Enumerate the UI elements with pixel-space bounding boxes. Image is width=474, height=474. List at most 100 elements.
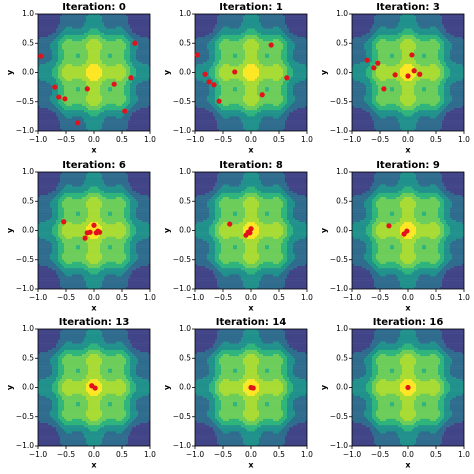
y-tick-label: 1.0: [22, 167, 34, 176]
x-tick-label: 1.0: [458, 450, 470, 459]
x-tick-label: −1.0: [186, 135, 204, 144]
x-axis-label: x: [405, 146, 411, 155]
x-tick-label: 0.0: [402, 135, 414, 144]
chart-title: Iteration: 14: [216, 317, 287, 328]
y-tick-label: −1.0: [330, 441, 348, 450]
point: [259, 92, 265, 98]
point: [75, 120, 81, 126]
x-axis-label: x: [91, 304, 97, 313]
y-axis-label: y: [320, 69, 329, 75]
point: [405, 384, 411, 391]
point: [227, 221, 233, 227]
x-axis-label: x: [91, 146, 97, 155]
point: [232, 69, 238, 75]
y-tick-label: −0.5: [173, 412, 191, 421]
contour-background: [38, 14, 150, 131]
x-axis-label: x: [248, 461, 254, 470]
point: [97, 229, 103, 235]
point: [84, 230, 90, 236]
x-tick-label: 1.0: [301, 135, 313, 144]
y-tick-label: −1.0: [330, 284, 348, 293]
x-tick-label: 1.0: [144, 293, 156, 302]
x-axis-label: x: [405, 304, 411, 313]
point: [284, 75, 290, 81]
point: [211, 82, 217, 88]
y-tick-label: 0.5: [22, 353, 34, 362]
y-tick-label: 0.0: [336, 226, 348, 235]
y-tick-label: 0.5: [22, 196, 34, 205]
point: [417, 71, 423, 77]
point: [202, 71, 208, 77]
y-tick-label: 0.0: [179, 226, 191, 235]
x-tick-label: −1.0: [186, 293, 204, 302]
y-tick-label: −0.5: [330, 97, 348, 106]
y-tick-label: 1.0: [179, 324, 191, 333]
x-tick-label: −1.0: [186, 450, 204, 459]
point: [381, 86, 387, 92]
x-tick-label: 1.0: [301, 450, 313, 459]
y-axis-label: y: [6, 227, 15, 233]
point: [61, 219, 67, 225]
x-tick-label: −0.5: [371, 135, 389, 144]
y-axis-label: y: [320, 227, 329, 233]
y-tick-label: 0.0: [336, 68, 348, 77]
y-axis-label: y: [320, 384, 329, 390]
y-axis-label: y: [6, 384, 15, 390]
x-tick-label: 0.5: [116, 450, 128, 459]
point: [194, 52, 200, 58]
point: [91, 222, 97, 228]
x-tick-label: −0.5: [214, 135, 232, 144]
y-tick-label: −1.0: [16, 126, 34, 135]
point: [62, 96, 68, 102]
contour-background: [195, 14, 307, 131]
point: [243, 232, 249, 238]
y-axis-label: y: [6, 69, 15, 75]
point: [128, 75, 134, 81]
x-tick-label: 0.5: [430, 293, 442, 302]
x-tick-label: 0.0: [402, 293, 414, 302]
x-tick-label: 1.0: [458, 293, 470, 302]
chart-title: Iteration: 8: [219, 160, 283, 171]
x-tick-label: 0.5: [273, 450, 285, 459]
y-tick-label: 1.0: [336, 324, 348, 333]
x-tick-label: −0.5: [57, 293, 75, 302]
point: [52, 84, 58, 90]
point: [92, 385, 98, 391]
y-tick-label: 0.5: [336, 353, 348, 362]
point: [248, 226, 254, 232]
contour-background: [352, 14, 464, 131]
y-tick-label: 0.5: [179, 196, 191, 205]
x-tick-label: −1.0: [343, 293, 361, 302]
point: [56, 94, 62, 100]
point: [392, 72, 398, 78]
x-tick-label: 0.5: [430, 450, 442, 459]
y-tick-label: −0.5: [173, 255, 191, 264]
y-tick-label: 0.0: [179, 383, 191, 392]
y-tick-label: 0.5: [179, 38, 191, 47]
x-tick-label: 0.5: [273, 135, 285, 144]
x-tick-label: −0.5: [57, 135, 75, 144]
y-tick-label: −1.0: [16, 284, 34, 293]
point: [409, 52, 415, 58]
y-tick-label: 0.5: [336, 38, 348, 47]
x-tick-label: 1.0: [301, 293, 313, 302]
y-tick-label: 0.0: [22, 226, 34, 235]
contour-background: [38, 172, 150, 289]
point: [111, 81, 117, 87]
point: [268, 42, 274, 48]
y-axis-label: y: [163, 69, 172, 75]
y-tick-label: −0.5: [16, 97, 34, 106]
x-tick-label: −1.0: [29, 450, 47, 459]
chart-title: Iteration: 16: [373, 317, 444, 328]
point: [247, 230, 253, 236]
x-tick-label: 0.0: [245, 293, 257, 302]
x-tick-label: −1.0: [29, 135, 47, 144]
x-tick-label: −0.5: [371, 450, 389, 459]
point: [250, 385, 256, 391]
chart-title: Iteration: 6: [62, 160, 126, 171]
y-axis-label: y: [163, 227, 172, 233]
x-tick-label: 0.0: [88, 293, 100, 302]
chart-title: Iteration: 3: [376, 2, 440, 13]
x-tick-label: 0.5: [273, 293, 285, 302]
point: [371, 65, 377, 71]
